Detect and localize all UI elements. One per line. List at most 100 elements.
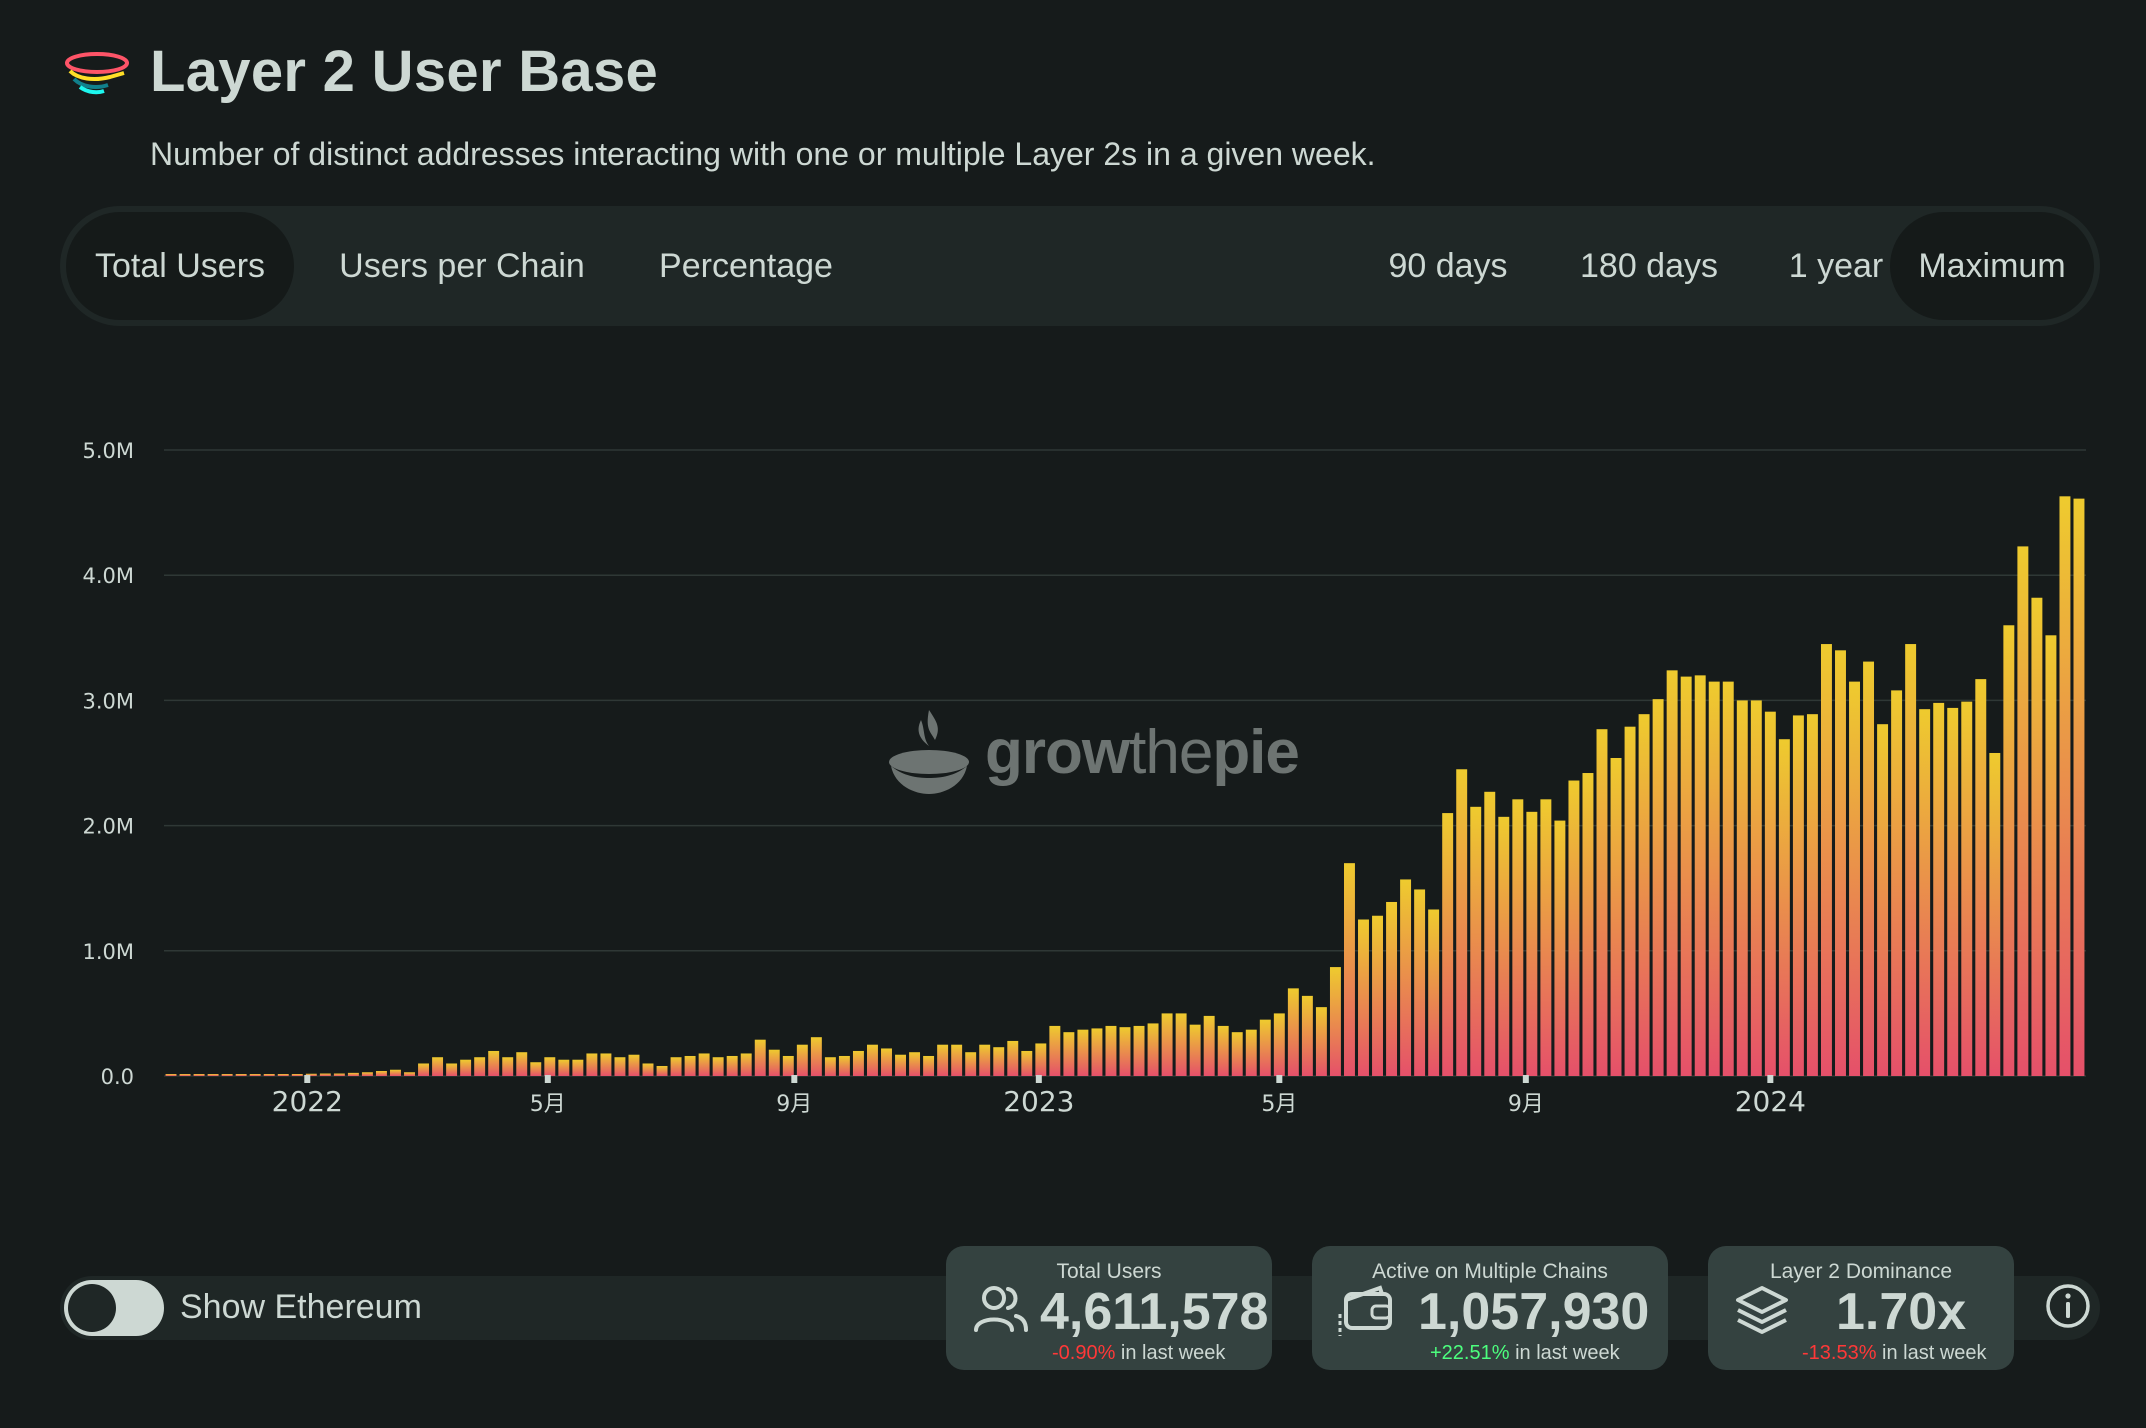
chart-bar [2045, 635, 2057, 1076]
chart-bar [1231, 1032, 1243, 1076]
chart-bar [1947, 707, 1959, 1076]
chart-bar [1329, 967, 1341, 1076]
y-tick-label: 1.0M [82, 940, 134, 964]
chart-bar [1975, 679, 1987, 1076]
tab-total-users[interactable]: Total Users [66, 212, 294, 320]
chart-bar [1919, 709, 1931, 1076]
card-label: Total Users [1056, 1260, 1162, 1283]
chart-bar [432, 1057, 444, 1076]
chart-bar [1091, 1028, 1103, 1076]
x-tick-label: 5月 [530, 1092, 566, 1117]
chart-bar [1259, 1019, 1271, 1076]
chart-bar [1414, 889, 1426, 1076]
x-tick-label: 9月 [776, 1092, 812, 1117]
chart-bar [1498, 816, 1510, 1076]
x-tick-label: 2024 [1735, 1085, 1806, 1118]
tab-percentage[interactable]: Percentage [659, 247, 833, 285]
tab-users-per-chain[interactable]: Users per Chain [339, 247, 585, 285]
chart-bar [1666, 670, 1678, 1076]
header: Layer 2 User Base [64, 38, 658, 105]
x-tick-label: 5月 [1261, 1092, 1297, 1117]
tab-180-days[interactable]: 180 days [1580, 247, 1718, 285]
x-tick-mark [1522, 1075, 1529, 1083]
chart-bar [796, 1044, 808, 1076]
tab-90-days[interactable]: 90 days [1388, 247, 1508, 285]
chart-bar [993, 1047, 1005, 1076]
chart-bar [824, 1057, 836, 1076]
chart-bar [979, 1044, 991, 1076]
show-ethereum-toggle[interactable] [64, 1280, 164, 1336]
growthepie-watermark: growthepie [885, 706, 1300, 798]
chart-bar [1610, 757, 1622, 1076]
chart-bar [1456, 769, 1468, 1076]
x-tick-label: 9月 [1508, 1092, 1544, 1117]
y-tick-label: 0.0 [101, 1065, 134, 1089]
total-users-card: Total Users 4,611,578 -0.90% in last wee… [946, 1246, 1272, 1370]
chart-bar [2073, 498, 2085, 1076]
chart-bar [1722, 681, 1734, 1076]
chart-bar [726, 1055, 738, 1076]
chart-bar [698, 1053, 710, 1076]
watermark-text: growthepie [985, 717, 1300, 787]
users-icon [974, 1286, 1028, 1332]
chart-bar [1147, 1023, 1159, 1076]
wallet-icon [1338, 1285, 1392, 1336]
chart-bar [1778, 739, 1790, 1076]
chart-bar [1849, 681, 1860, 1076]
chart-bar [1189, 1024, 1201, 1076]
chart-bar [1638, 714, 1650, 1076]
chart-bar [1989, 752, 2001, 1076]
page-title: Layer 2 User Base [150, 39, 659, 104]
chart-bar [502, 1057, 514, 1076]
info-icon[interactable] [2044, 1282, 2092, 1330]
x-axis-ticks: 2022 5月 9月 2023 5月 9月 2024 [272, 1075, 1806, 1118]
chart-bar [235, 1074, 247, 1076]
chart-bar [2031, 597, 2043, 1076]
chart-bar [165, 1074, 177, 1076]
chart-bar [951, 1044, 963, 1076]
tab-maximum[interactable]: Maximum [1890, 212, 2094, 320]
chart-bar [1680, 676, 1692, 1076]
chart-bar [712, 1057, 724, 1076]
x-tick-mark [1035, 1075, 1042, 1083]
chart-bar [1175, 1013, 1187, 1076]
chart-bar [1750, 700, 1762, 1076]
pie-logo-icon [889, 710, 969, 794]
chart-bar [1484, 791, 1496, 1076]
chart-bar [1708, 681, 1720, 1076]
chart-bar [1358, 919, 1369, 1076]
y-tick-label: 2.0M [82, 815, 134, 839]
chart-bar [1315, 1007, 1327, 1076]
chart-bar [965, 1052, 977, 1076]
chart-bar [221, 1074, 233, 1076]
chart-bar [670, 1057, 682, 1076]
chart-bar [1863, 661, 1875, 1076]
chart-bar [1400, 879, 1412, 1076]
chart-bar [1933, 702, 1945, 1076]
chart-bar [1133, 1025, 1145, 1076]
y-axis-ticks: 0.0 1.0M 2.0M 3.0M 4.0M 5.0M [82, 439, 134, 1089]
chart-bar [1245, 1029, 1257, 1076]
chart-bar [1273, 1013, 1285, 1076]
chart-bar [291, 1074, 303, 1076]
tab-1-year[interactable]: 1 year [1788, 247, 1884, 285]
chart-bar [1582, 773, 1594, 1076]
layer2-dominance-card: Layer 2 Dominance 1.70x -13.53% in last … [1708, 1246, 2014, 1370]
chart-bar [446, 1063, 458, 1076]
chart-bar [516, 1052, 528, 1076]
chart-bar [1007, 1040, 1019, 1076]
chart-bar [1512, 799, 1524, 1076]
chart-bar [305, 1073, 317, 1076]
chart-bar [193, 1074, 205, 1076]
chart-bar [375, 1070, 387, 1076]
chart-bar [895, 1054, 906, 1076]
chart-bar [1301, 995, 1313, 1076]
chart-bar [2003, 625, 2015, 1076]
chart-bar [1470, 806, 1482, 1076]
chart-bar [1624, 726, 1636, 1076]
chart-bar [1217, 1025, 1229, 1076]
chart-bar [319, 1073, 331, 1076]
chart-bar [1203, 1015, 1215, 1076]
chart-bar [782, 1055, 794, 1076]
chart-bar [361, 1072, 373, 1076]
